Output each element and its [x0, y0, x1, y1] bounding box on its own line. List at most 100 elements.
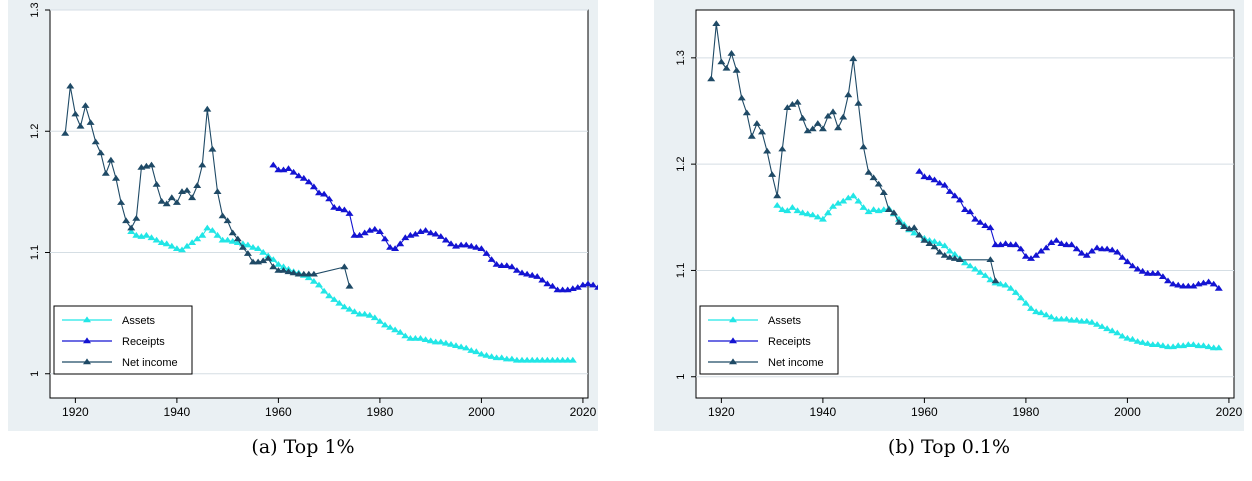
top1-point-assets — [193, 235, 202, 242]
top01-point-assets — [1021, 299, 1030, 306]
top01-point-net-income — [778, 145, 787, 152]
top1-point-assets — [426, 337, 435, 344]
top01-point-receipts — [1093, 244, 1101, 251]
top1-point-receipts — [548, 282, 557, 289]
top01-point-assets — [1087, 318, 1096, 325]
top01-point-assets — [910, 229, 919, 236]
top01-point-assets — [773, 202, 782, 208]
top1-point-assets — [416, 335, 425, 341]
top1-point-assets — [208, 227, 217, 233]
top01-point-net-income — [991, 277, 1000, 284]
top1-point-assets — [279, 263, 288, 270]
top1-point-assets — [507, 355, 516, 362]
caption-top01: (b) Top 0.1% — [887, 436, 1011, 458]
top1-point-assets — [457, 343, 466, 350]
top1-point-receipts — [518, 269, 526, 276]
top1-point-net-income — [101, 170, 110, 176]
top1-point-assets — [309, 278, 318, 284]
top01-point-net-income — [818, 125, 827, 132]
top01-point-assets — [976, 269, 985, 275]
top1-point-assets — [249, 244, 257, 250]
top01-point-receipts — [1011, 241, 1020, 248]
top1-xtick-label: 1960 — [265, 405, 292, 419]
top01-point-receipts — [986, 224, 995, 231]
top01-point-assets — [1123, 334, 1132, 341]
top1-point-assets — [528, 356, 537, 363]
top1-point-receipts — [315, 189, 323, 196]
top1-point-receipts — [467, 242, 476, 249]
top01-point-receipts — [976, 219, 985, 225]
top01-point-net-income — [869, 174, 878, 181]
top01-point-receipts — [1067, 241, 1076, 248]
top01-legend-marker-receipts — [729, 337, 737, 344]
top1-point-assets — [218, 236, 227, 243]
top01-point-receipts — [1082, 252, 1091, 258]
top01-point-receipts — [920, 173, 929, 180]
top1-point-assets — [147, 234, 156, 241]
top01-point-net-income — [864, 169, 873, 175]
top1-point-assets — [492, 354, 501, 361]
top01-point-assets — [864, 208, 873, 215]
top01-point-assets — [1158, 342, 1167, 349]
top01-point-net-income — [930, 243, 939, 250]
top01-point-assets — [1103, 325, 1112, 332]
top1-ytick-label: 1.1 — [29, 245, 41, 260]
top1-point-receipts — [411, 230, 420, 237]
top1-xtick-label: 1940 — [164, 405, 191, 419]
top01-point-receipts — [981, 222, 990, 228]
top1-point-net-income — [304, 270, 313, 277]
top01-point-net-income — [752, 120, 761, 126]
top1-point-net-income — [183, 187, 191, 193]
top1-point-receipts — [320, 190, 329, 197]
top1-point-receipts — [492, 261, 501, 267]
top1-point-net-income — [309, 270, 318, 277]
top1-point-assets — [436, 338, 445, 345]
top01-point-receipts — [1128, 262, 1137, 269]
top01-point-assets — [1113, 329, 1122, 336]
top1-point-net-income — [76, 122, 85, 129]
top01-point-receipts — [1016, 245, 1025, 252]
top1-point-net-income — [122, 217, 131, 224]
top1-point-net-income — [193, 182, 202, 188]
top01-point-net-income — [813, 120, 822, 126]
top01-point-assets — [859, 204, 868, 210]
top01-point-assets — [1057, 315, 1066, 322]
top01-point-receipts — [1209, 280, 1218, 287]
top01-point-receipts — [955, 196, 964, 203]
top01-ytick-label: 1 — [675, 374, 687, 380]
top1-point-net-income — [86, 119, 95, 125]
top1-point-net-income — [106, 156, 115, 163]
top1-point-assets — [462, 344, 471, 351]
top01-point-assets — [935, 240, 944, 246]
top01-point-assets — [945, 247, 954, 254]
top01-point-receipts — [1214, 284, 1223, 291]
top1-point-receipts — [269, 161, 278, 168]
top1-point-receipts — [381, 235, 389, 242]
top01-point-receipts — [1027, 255, 1035, 261]
top1-point-receipts — [350, 231, 359, 238]
top01-point-assets — [1082, 317, 1091, 324]
top1-point-net-income — [269, 263, 278, 270]
top1-point-assets — [320, 287, 329, 294]
top01-point-assets — [1133, 338, 1142, 344]
top01-point-net-income — [747, 132, 756, 139]
top01-point-net-income — [798, 114, 807, 121]
top1-point-receipts — [284, 165, 293, 171]
top1-point-net-income — [289, 269, 298, 276]
top1-point-receipts — [573, 284, 582, 290]
top01-point-receipts — [950, 192, 959, 199]
top01-point-net-income — [717, 58, 726, 65]
top01-point-net-income — [707, 75, 716, 82]
top01-point-receipts — [1021, 253, 1030, 259]
top01-legend-label-net-income: Net income — [768, 357, 824, 369]
top1-ytick-label: 1.3 — [29, 2, 41, 17]
top1-point-net-income — [198, 161, 207, 168]
top1-point-assets — [304, 274, 313, 281]
top01-point-assets — [803, 210, 812, 217]
top1-point-receipts — [512, 267, 521, 273]
top1-point-assets — [243, 241, 252, 248]
top01-point-assets — [940, 242, 949, 249]
top01-point-assets — [1108, 327, 1117, 334]
top1-point-assets — [274, 261, 283, 267]
top01-point-receipts — [1184, 282, 1193, 289]
